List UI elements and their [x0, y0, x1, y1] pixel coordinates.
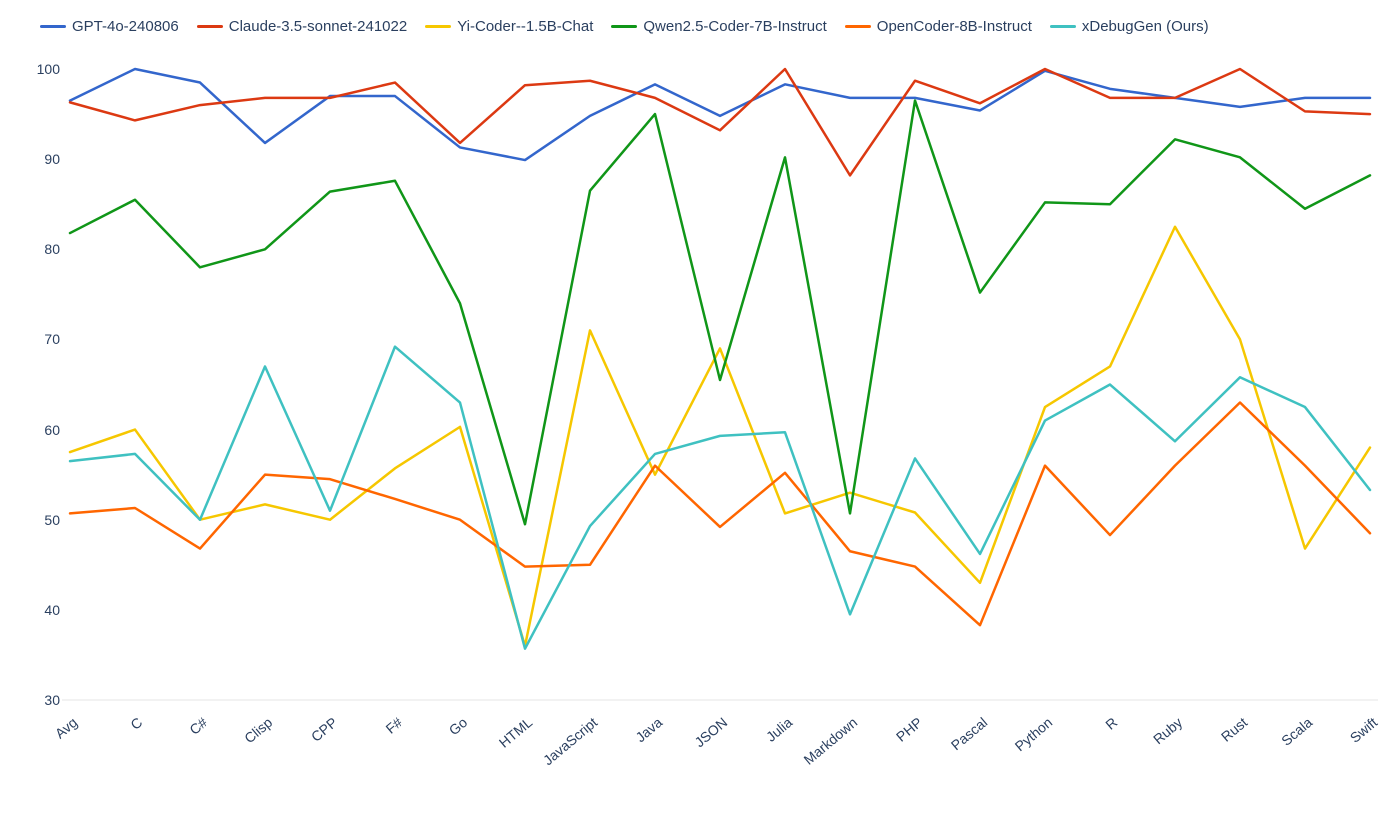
y-tick-label: 60 [20, 422, 60, 438]
series-line [70, 347, 1370, 649]
legend-swatch [1050, 25, 1076, 28]
legend-label: Claude-3.5-sonnet-241022 [229, 18, 407, 35]
y-tick-label: 40 [20, 602, 60, 618]
y-tick-label: 90 [20, 151, 60, 167]
y-tick-label: 50 [20, 512, 60, 528]
y-tick-label: 70 [20, 331, 60, 347]
series-line [70, 69, 1370, 160]
y-tick-label: 30 [20, 692, 60, 708]
legend-swatch [611, 25, 637, 28]
legend-item[interactable]: GPT-4o-240806 [40, 18, 179, 35]
legend-swatch [425, 25, 451, 28]
series-line [70, 101, 1370, 525]
legend-label: xDebugGen (Ours) [1082, 18, 1209, 35]
legend-label: GPT-4o-240806 [72, 18, 179, 35]
legend-item[interactable]: Yi-Coder--1.5B-Chat [425, 18, 593, 35]
legend-item[interactable]: Claude-3.5-sonnet-241022 [197, 18, 407, 35]
legend-label: OpenCoder-8B-Instruct [877, 18, 1032, 35]
chart-plot-area [0, 0, 1386, 814]
legend-label: Qwen2.5-Coder-7B-Instruct [643, 18, 826, 35]
legend-item[interactable]: Qwen2.5-Coder-7B-Instruct [611, 18, 826, 35]
legend-swatch [40, 25, 66, 28]
series-line [70, 69, 1370, 175]
legend-swatch [845, 25, 871, 28]
legend-swatch [197, 25, 223, 28]
legend-item[interactable]: OpenCoder-8B-Instruct [845, 18, 1032, 35]
line-chart: GPT-4o-240806 Claude-3.5-sonnet-241022 Yi-… [0, 0, 1386, 814]
y-tick-label: 80 [20, 241, 60, 257]
legend-item[interactable]: xDebugGen (Ours) [1050, 18, 1209, 35]
legend-label: Yi-Coder--1.5B-Chat [457, 18, 593, 35]
y-tick-label: 100 [20, 61, 60, 77]
chart-legend: GPT-4o-240806 Claude-3.5-sonnet-241022 Yi-… [40, 18, 1209, 35]
